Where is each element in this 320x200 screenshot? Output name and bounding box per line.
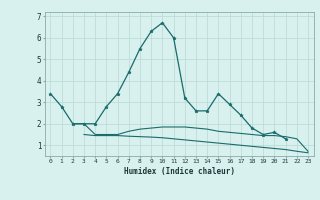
X-axis label: Humidex (Indice chaleur): Humidex (Indice chaleur) [124,167,235,176]
